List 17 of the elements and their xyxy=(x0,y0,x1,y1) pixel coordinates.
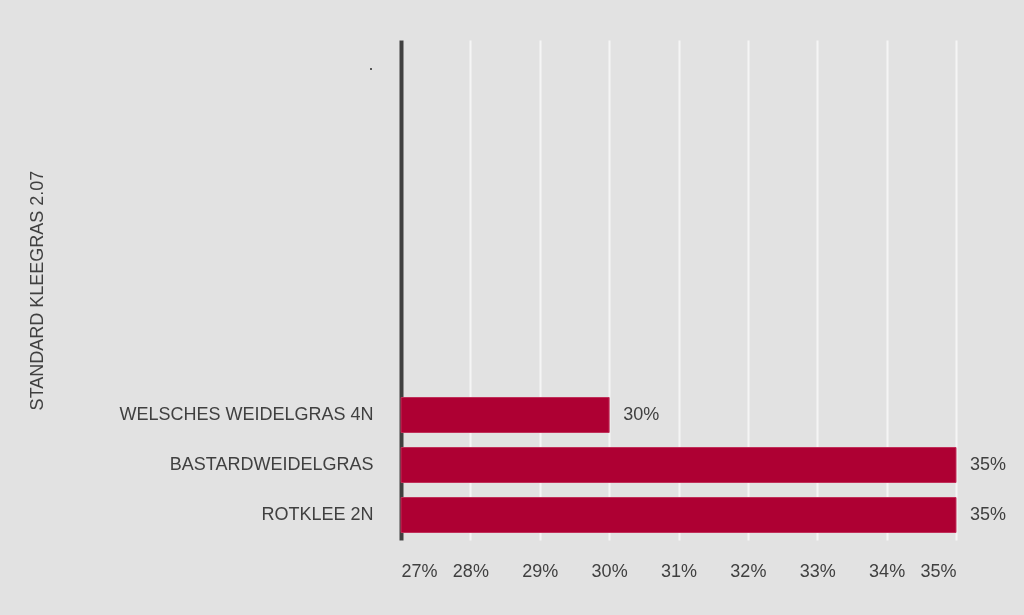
y-tick-label: ROTKLEE 2N xyxy=(261,504,374,524)
y-tick-label: WELSCHES WEIDELGRAS 4N xyxy=(119,404,374,424)
x-tick-label: 33% xyxy=(799,560,836,581)
x-tick-label: 27% xyxy=(401,560,438,581)
x-tick-label: 34% xyxy=(869,560,906,581)
y-axis-title: STANDARD KLEEGRAS 2.07 xyxy=(26,170,47,411)
x-tick-label: 28% xyxy=(452,560,489,581)
x-tick-label: 29% xyxy=(522,560,559,581)
x-tick-label: 35% xyxy=(920,560,957,581)
data-label: 30% xyxy=(623,404,660,424)
x-tick-label: 32% xyxy=(730,560,767,581)
y-tick-label: BASTARDWEIDELGRAS xyxy=(169,454,374,474)
data-label: 35% xyxy=(970,454,1007,474)
x-tick-label: 30% xyxy=(591,560,628,581)
y-tick-label: . xyxy=(368,54,374,74)
data-label: 35% xyxy=(970,504,1007,524)
x-tick-label: 31% xyxy=(660,560,698,581)
